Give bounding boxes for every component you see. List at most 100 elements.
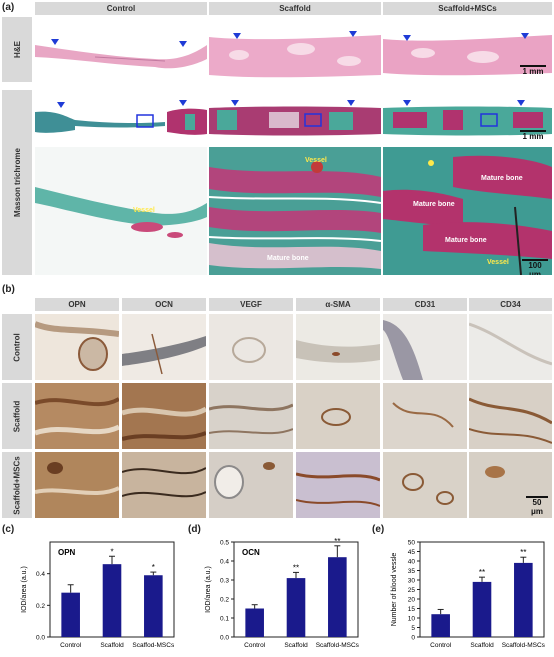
row-label-he: H&E — [2, 17, 32, 82]
ihc-scaffold-asma — [296, 383, 380, 449]
ihc-mscs-asma — [296, 452, 380, 518]
chart-opn: OPN 0.0 0.2 0.4 IOD/area (a.u.) Control * Scaff… — [21, 541, 175, 649]
masson-scaffold-low-image — [209, 90, 381, 145]
y-tick-label: 20 — [408, 597, 416, 604]
y-axis-label: IOD/area (a.u.) — [21, 566, 28, 613]
y-tick-label: 45 — [408, 549, 416, 556]
annotation-control-vessel: Vessel — [133, 207, 155, 214]
chart-title: OCN — [242, 548, 260, 557]
significance-mark: ** — [520, 548, 526, 557]
row-label-control: Control — [2, 314, 32, 380]
ihc-mscs-ocn — [122, 452, 206, 518]
chart-title: OPN — [58, 548, 76, 557]
ihc-mscs-vegf — [209, 452, 293, 518]
y-axis-label: Number of blood vessle — [391, 553, 398, 627]
row-label-masson: Masson trichrome — [2, 90, 32, 275]
masson-low-scalebar: 1 mm — [520, 130, 546, 141]
ihc-control-cd31 — [383, 314, 467, 380]
y-axis-label: IOD/area (a.u.) — [205, 566, 212, 613]
he-scalebar: 1 mm — [520, 65, 546, 76]
significance-mark: ** — [479, 568, 485, 577]
ihc-mscs-cd34: 50 μm — [469, 452, 552, 518]
col-header-cd31: CD31 — [383, 298, 467, 311]
bar — [286, 578, 306, 637]
panel-c-label: (c) — [2, 524, 15, 535]
col-header-opn: OPN — [35, 298, 119, 311]
masson-control-low-image — [35, 90, 207, 145]
panel-a-label: (a) — [2, 2, 15, 13]
row-label-scaffold-mscs: Scaffold+MSCs — [2, 452, 32, 518]
bar — [514, 562, 533, 637]
he-control-image — [35, 17, 207, 82]
ihc-scaffold-cd31 — [383, 383, 467, 449]
col-header-scaffold: Scaffold — [209, 2, 381, 15]
ihc-control-opn — [35, 314, 119, 380]
y-tick-label: 25 — [408, 587, 416, 594]
annotation-mature-bone-2: Mature bone — [413, 201, 455, 208]
ihc-mscs-opn — [35, 452, 119, 518]
annotation-msc-vessel: Vessel — [487, 259, 509, 266]
he-scaffold-mscs-image: 1 mm — [383, 17, 552, 82]
y-tick-label: 0.2 — [220, 597, 229, 604]
masson-high-scalebar: 100 μm — [522, 259, 548, 275]
masson-scaffold-mscs-low-image: 1 mm — [383, 90, 552, 145]
chart-blood-vessel: 0 5 10 15 20 25 30 35 40 45 50 Number of blood vess… — [391, 540, 546, 650]
y-tick-label: 15 — [408, 606, 416, 613]
annotation-mature-bone-3: Mature bone — [445, 237, 487, 244]
ihc-scaffold-opn — [35, 383, 119, 449]
y-tick-label: 0.2 — [36, 603, 45, 610]
x-tick-label: Scaffold — [100, 642, 124, 649]
x-tick-label: Scaffold-MSCs — [502, 642, 546, 649]
ihc-scaffold-vegf — [209, 383, 293, 449]
ihc-scalebar: 50 μm — [526, 496, 548, 516]
col-header-vegf: VEGF — [209, 298, 293, 311]
masson-scaffold-high-image: Vessel Mature bone — [209, 147, 381, 275]
y-tick-label: 0.4 — [220, 559, 229, 566]
significance-mark: * — [152, 563, 155, 572]
annotation-scaffold-mature-bone: Mature bone — [267, 255, 309, 262]
y-tick-label: 0.0 — [36, 635, 45, 642]
masson-control-high-image: Vessel — [35, 147, 207, 275]
y-tick-label: 30 — [408, 578, 416, 585]
bar — [472, 581, 492, 637]
masson-scaffold-mscs-high-image: Mature bone Mature bone Mature bone Vess… — [383, 147, 552, 275]
ihc-control-vegf — [209, 314, 293, 380]
bar — [328, 557, 347, 637]
x-tick-label: Scaffold — [284, 642, 308, 649]
y-tick-label: 5 — [411, 625, 415, 632]
bar — [431, 614, 450, 637]
bar — [61, 592, 80, 637]
x-tick-label: Scaffold — [470, 642, 494, 649]
x-tick-label: Scaffold-MSCs — [316, 642, 360, 649]
ihc-scaffold-cd34 — [469, 383, 552, 449]
significance-mark: ** — [293, 563, 299, 572]
col-header-cd34: CD34 — [469, 298, 552, 311]
y-tick-label: 50 — [408, 540, 416, 547]
annotation-scaffold-vessel: Vessel — [305, 157, 327, 164]
y-tick-label: 10 — [408, 616, 416, 623]
y-tick-label: 0.5 — [220, 540, 229, 547]
y-tick-label: 35 — [408, 568, 416, 575]
x-tick-label: Control — [430, 642, 452, 649]
y-tick-label: 0.3 — [220, 578, 229, 585]
chart-ocn: OCN 0.0 0.1 0.2 0.3 0.4 0.5 IOD/area (a.u.) Cont… — [205, 537, 360, 649]
panel-b-label: (b) — [2, 284, 15, 295]
ihc-scaffold-ocn — [122, 383, 206, 449]
ihc-mscs-cd31 — [383, 452, 467, 518]
col-header-ocn: OCN — [122, 298, 206, 311]
bar — [144, 575, 163, 637]
y-tick-label: 0 — [411, 635, 415, 642]
panel-d-label: (d) — [188, 524, 201, 535]
ihc-control-asma — [296, 314, 380, 380]
significance-mark: * — [110, 547, 113, 556]
y-tick-label: 40 — [408, 559, 416, 566]
ihc-control-ocn — [122, 314, 206, 380]
significance-mark: ** — [334, 537, 340, 546]
he-scaffold-image — [209, 17, 381, 82]
col-header-control: Control — [35, 2, 207, 15]
row-label-scaffold: Scaffold — [2, 383, 32, 449]
annotation-mature-bone-1: Mature bone — [481, 175, 523, 182]
x-tick-label: Control — [244, 642, 266, 649]
ihc-control-cd34 — [469, 314, 552, 380]
x-tick-label: Scaffod-MSCs — [132, 642, 175, 649]
